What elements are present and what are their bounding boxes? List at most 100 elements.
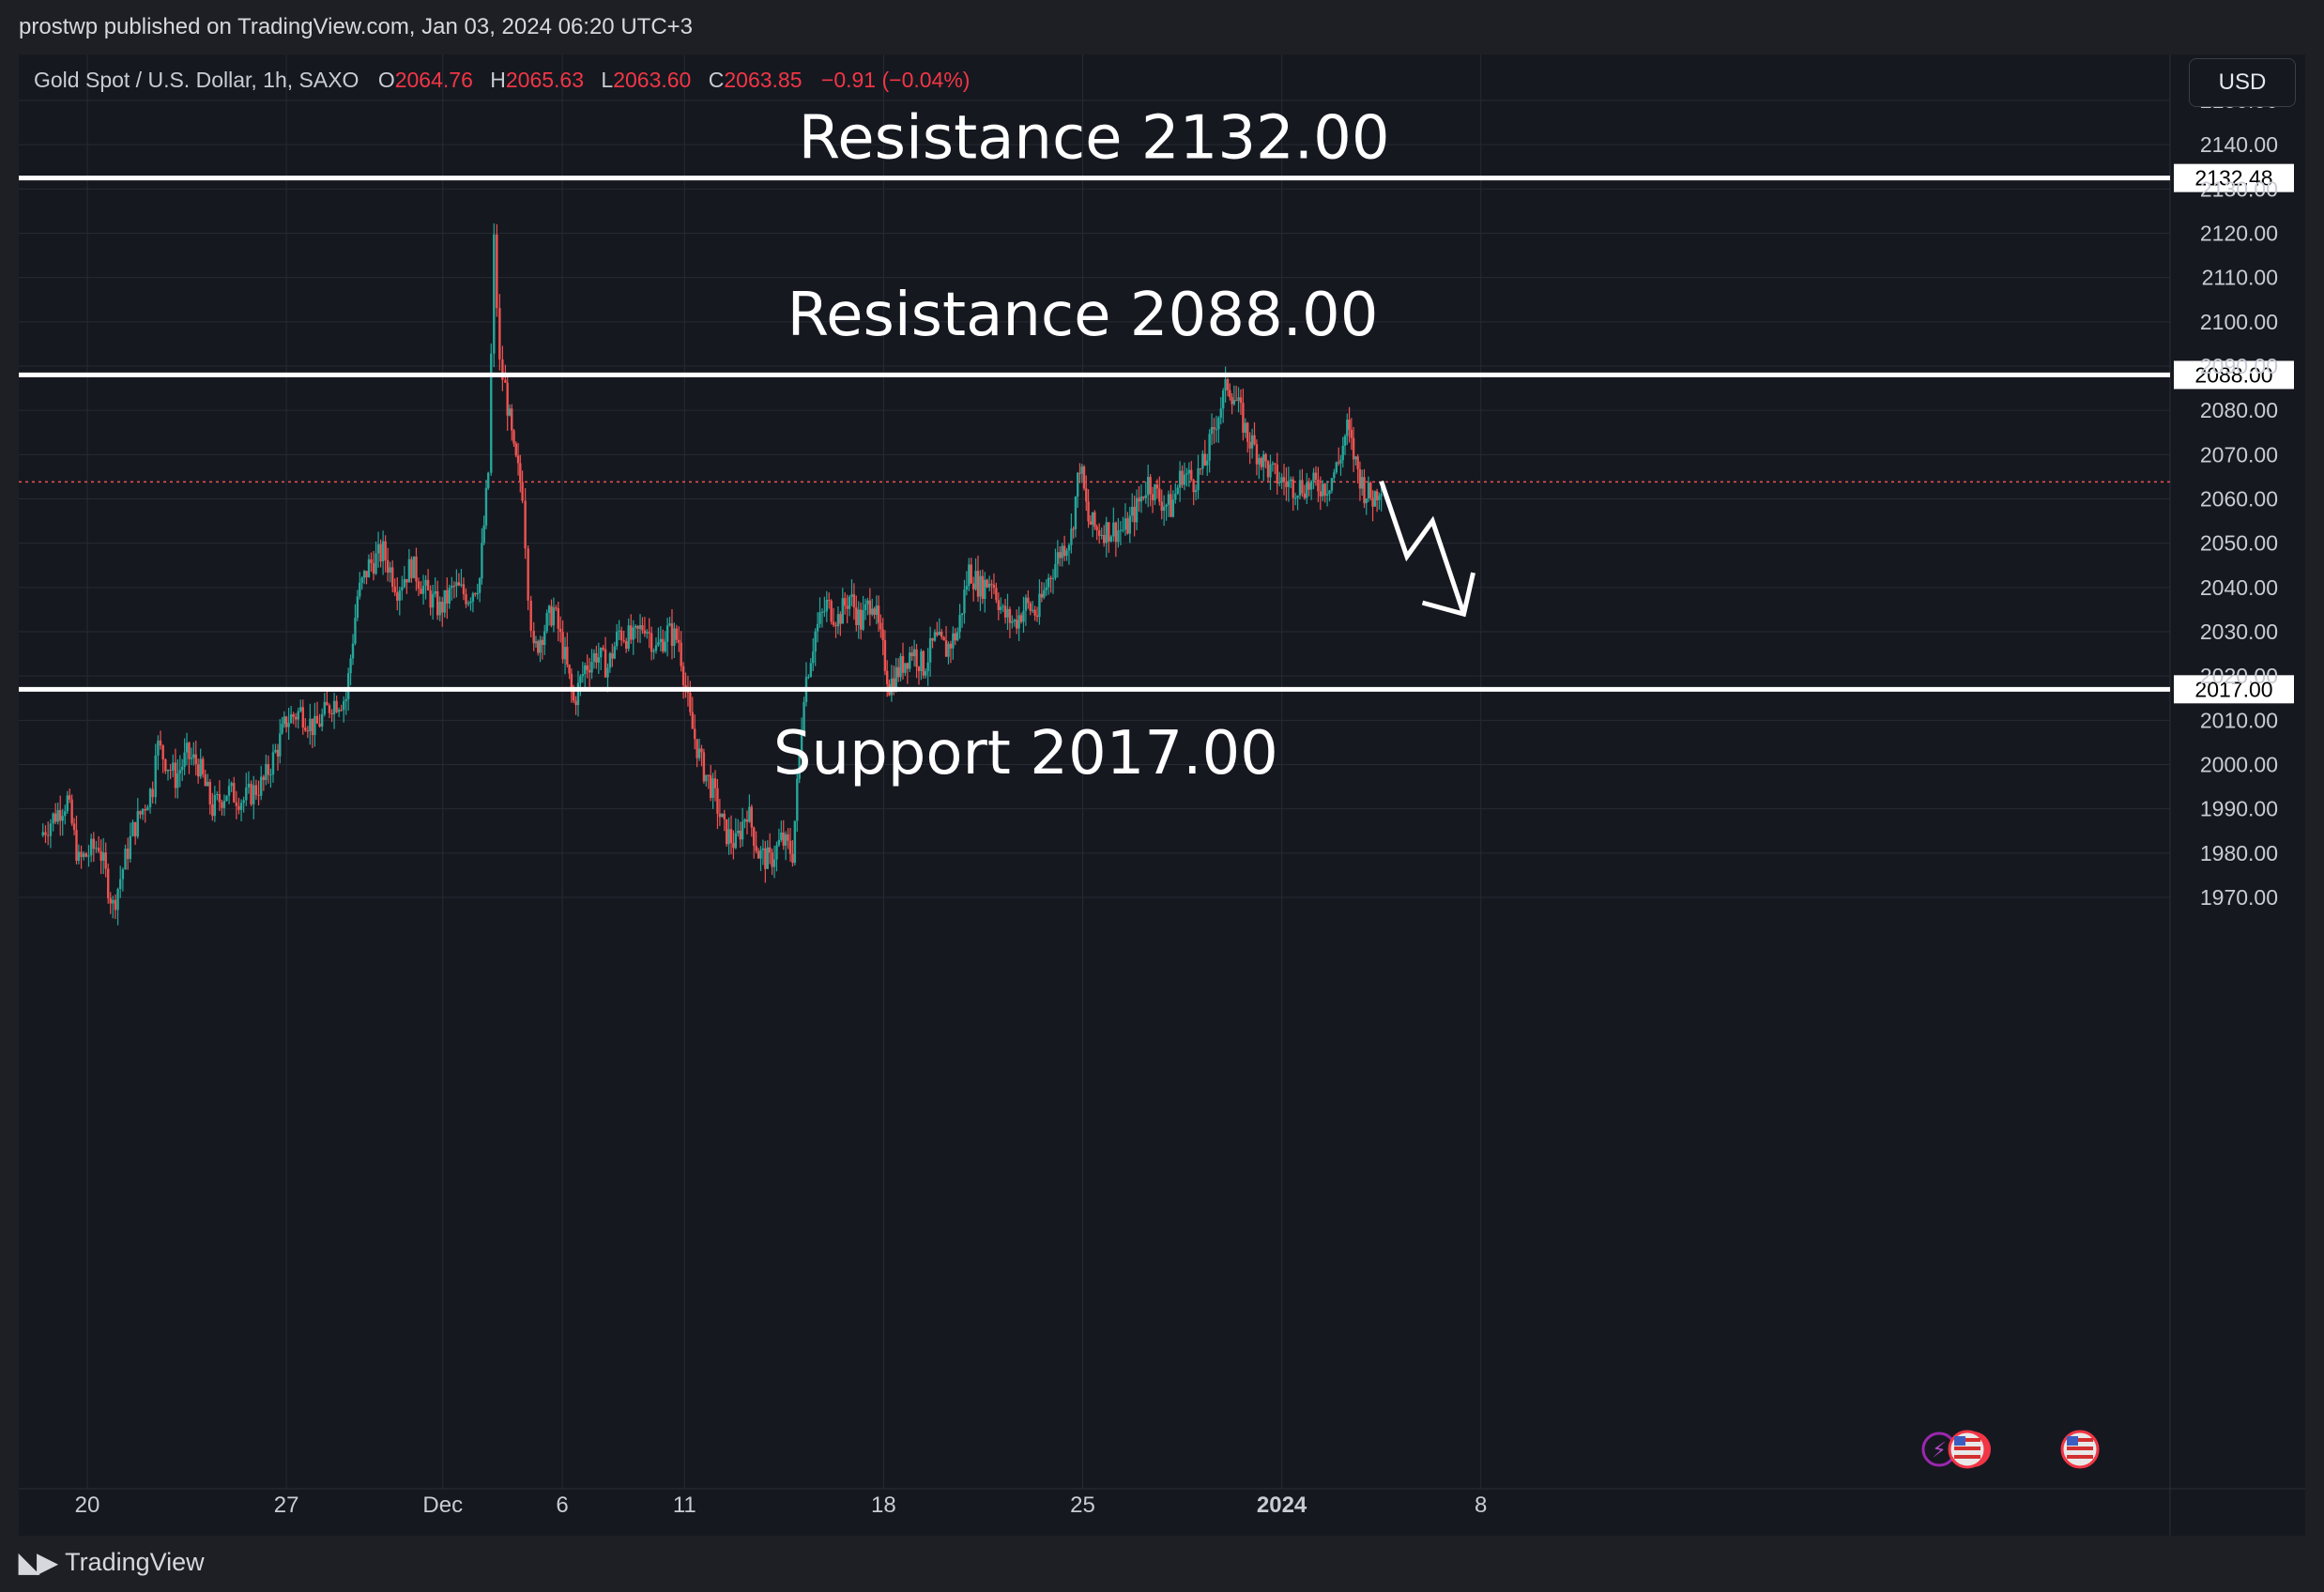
candle-body <box>1067 544 1071 551</box>
candle-body <box>1155 484 1159 489</box>
candle-body <box>146 807 149 811</box>
candle-body <box>1059 552 1062 559</box>
price-axis: 2150.002140.002130.002120.002110.002100.… <box>2200 88 2278 910</box>
candle-body <box>836 614 840 627</box>
candle-body <box>1183 474 1186 485</box>
candle-body <box>641 625 644 631</box>
candle-body <box>1051 577 1055 579</box>
candle-body <box>1350 429 1353 438</box>
x-tick-label: 8 <box>1475 1492 1487 1518</box>
candle-body <box>581 674 585 677</box>
y-tick-label: 2050.00 <box>2200 531 2278 556</box>
candle-body <box>630 625 633 640</box>
candle-body <box>879 622 882 630</box>
candle-body <box>481 543 483 579</box>
candle-body <box>202 758 205 775</box>
candle-body <box>1181 470 1184 485</box>
candle-body <box>421 586 425 594</box>
candle-body <box>1087 501 1090 522</box>
candle-body <box>920 651 923 671</box>
candle-body <box>926 662 929 671</box>
chart-svg[interactable]: 2132.48 2088.00 2017.00 Resistance 2132.00… <box>19 54 2305 1536</box>
candle-body <box>572 689 575 701</box>
x-tick-label: Dec <box>422 1492 463 1518</box>
candle-body <box>1103 534 1106 543</box>
candle-body <box>89 838 93 856</box>
candle-body <box>1024 597 1028 611</box>
candle-body <box>1358 468 1362 489</box>
candle-body <box>1231 397 1233 405</box>
candle-body <box>1330 478 1334 491</box>
candle-body <box>1078 472 1081 474</box>
candle-body <box>896 666 900 678</box>
candle-body <box>917 666 921 671</box>
x-tick-label: 6 <box>556 1492 568 1518</box>
candle-body <box>846 605 849 609</box>
legend-l-value: 2063.60 <box>613 68 691 92</box>
candle-body <box>1074 497 1078 529</box>
candle-body <box>216 794 219 796</box>
currency-button[interactable]: USD <box>2189 58 2296 107</box>
candle-body <box>1253 435 1256 445</box>
candle-body <box>1017 615 1020 629</box>
candle-body <box>54 813 57 822</box>
candle-body <box>1035 615 1039 618</box>
candle-body <box>995 588 998 601</box>
candle-body <box>75 830 78 861</box>
flag-canton-icon <box>2067 1436 2078 1446</box>
candle-body <box>516 455 520 464</box>
candle-body <box>429 590 432 608</box>
candle-body <box>673 628 676 647</box>
candle-body <box>759 850 762 859</box>
candle-body <box>1255 444 1259 465</box>
candle-body <box>172 762 175 771</box>
brand[interactable]: ◣▶ TradingView <box>19 1539 205 1584</box>
candle-body <box>337 710 341 712</box>
candle-body <box>157 740 160 756</box>
candle-body <box>915 649 918 667</box>
candle-body <box>1322 483 1324 497</box>
candle-body <box>974 571 977 589</box>
candle-body <box>632 627 635 640</box>
y-tick-label: 2020.00 <box>2200 664 2278 688</box>
lightning-glyph-icon: ⚡ <box>1932 1439 1946 1462</box>
y-tick-label: 2040.00 <box>2200 575 2278 600</box>
candle-body <box>675 628 679 640</box>
candle-body <box>237 805 240 810</box>
candle-body <box>299 707 302 712</box>
candle-body <box>306 730 310 732</box>
candle-body <box>1285 482 1288 487</box>
candle-body <box>893 678 895 691</box>
candle-body <box>107 868 110 898</box>
candle-body <box>221 802 223 808</box>
candle-body <box>568 665 571 674</box>
candle-body <box>1063 545 1066 557</box>
candle-body <box>527 548 529 601</box>
candle-body <box>83 853 85 857</box>
candle-body <box>151 788 154 798</box>
candle-body <box>250 783 252 804</box>
candle-body <box>764 848 767 869</box>
candle-body <box>883 639 887 671</box>
chart-panel[interactable]: 2132.48 2088.00 2017.00 Resistance 2132.00… <box>19 54 2305 1536</box>
candle-body <box>389 567 391 574</box>
candle-body <box>1380 494 1383 497</box>
candle-body <box>707 774 710 776</box>
candle-body <box>309 718 312 731</box>
candle-body <box>716 788 719 814</box>
candle-body <box>1314 472 1318 481</box>
candle-body <box>451 585 453 589</box>
candle-body <box>466 603 470 605</box>
candle-body <box>424 579 427 587</box>
candle-body <box>668 623 671 626</box>
candle-body <box>69 795 71 800</box>
candle-body <box>362 571 366 578</box>
candle-body <box>1282 477 1286 482</box>
candle-body <box>328 705 331 713</box>
annotation-label: Support 2017.00 <box>773 719 1278 788</box>
candle-body <box>619 630 623 641</box>
candle-body <box>124 849 127 870</box>
annotations: Resistance 2132.00 Resistance 2088.00 Supp… <box>773 103 1390 788</box>
candle-body <box>279 733 282 757</box>
bottom-bar <box>0 1536 2324 1592</box>
